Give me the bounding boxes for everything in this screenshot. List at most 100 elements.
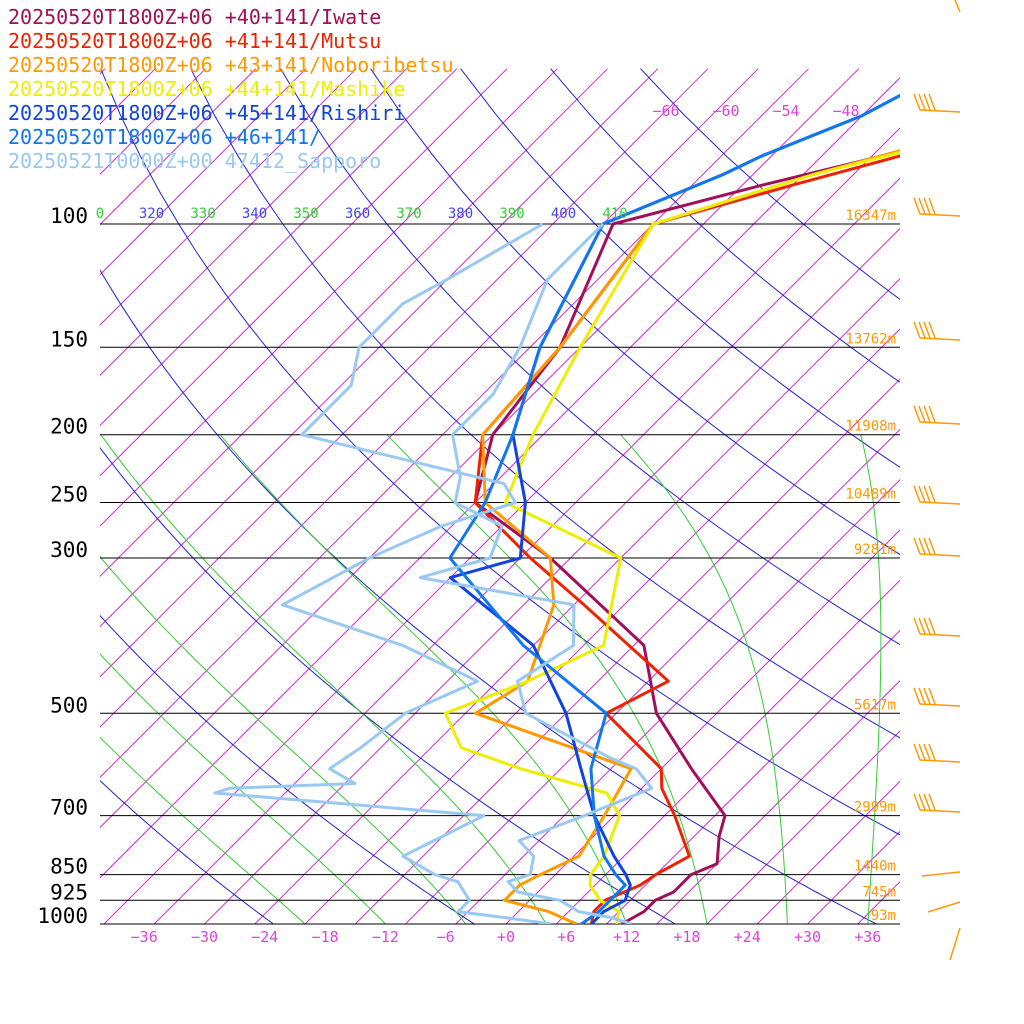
isotherm-grid	[100, 68, 1024, 924]
moist-adiabat-line	[620, 434, 788, 924]
theta-label: 330	[190, 206, 215, 222]
upper-temperature-label: −60	[712, 102, 739, 120]
temperature-tick-label: +24	[734, 928, 761, 946]
isotherm-line	[1009, 69, 1024, 924]
temperature-tick-label: +30	[794, 928, 821, 946]
wind-barb-icon	[913, 485, 961, 505]
pressure-label: 100	[50, 204, 88, 228]
pressure-label: 200	[50, 415, 88, 439]
wind-barb-icon	[913, 743, 961, 763]
isotherm-line	[100, 68, 206, 175]
wind-barb-icon	[921, 0, 961, 961]
wind-barb-icon	[913, 197, 961, 217]
temperature-tick-label: −12	[372, 928, 399, 946]
pressure-label: 300	[50, 538, 88, 562]
isotherm-line	[354, 378, 900, 924]
dry-adiabat-line	[100, 269, 878, 924]
isotherm-line	[100, 77, 900, 879]
moist-adiabat-line	[860, 434, 882, 924]
isotherm-line	[100, 68, 809, 778]
isotherm-line	[706, 730, 900, 924]
theta-label: 350	[293, 206, 318, 222]
isotherm-line	[405, 428, 900, 924]
height-label: 745m	[862, 884, 896, 900]
dry-adiabat-line	[100, 68, 900, 836]
upper-temperature-label: −48	[832, 102, 859, 120]
theta-label: 360	[345, 206, 370, 222]
isotherm-line	[100, 68, 407, 376]
theta-label: 410	[602, 206, 627, 222]
upper-temperature-label: −54	[772, 102, 799, 120]
sounding-traces	[213, 93, 900, 924]
height-label: 5617m	[854, 697, 896, 713]
height-label: 13762m	[845, 331, 896, 347]
temperature-tick-label: −18	[312, 928, 339, 946]
wind-barb-icon	[913, 687, 961, 707]
temperature-tick-label: +18	[673, 928, 700, 946]
isotherm-line	[455, 479, 900, 924]
isotherm-line	[100, 68, 608, 577]
isotherm-line	[656, 680, 900, 924]
wind-barb-icon	[913, 793, 961, 813]
moist-adiabat-line	[386, 434, 708, 924]
isotherm-line	[505, 529, 900, 924]
isotherm-line	[100, 68, 759, 728]
temperature-trace	[448, 93, 900, 924]
temperature-tick-label: +36	[854, 928, 881, 946]
isotherm-line	[254, 278, 900, 924]
pressure-label: 250	[50, 483, 88, 507]
legend-entry: 20250520T1800Z+06 +41+141/Mutsu	[8, 29, 381, 53]
temperature-tick-label: −30	[191, 928, 218, 946]
dry-adiabat-line	[280, 68, 900, 646]
wind-barb-icon	[913, 537, 961, 557]
pressure-label: 150	[50, 327, 88, 351]
moist-adiabat-line	[100, 555, 467, 924]
isotherm-line	[304, 328, 900, 924]
temperature-tick-label: +12	[613, 928, 640, 946]
legend-entry: 20250520T1800Z+06 +43+141/Noboribetsu	[8, 53, 454, 77]
temperature-tick-label: −6	[437, 928, 455, 946]
wind-barb-icon	[913, 405, 961, 425]
dry-adiabat-line	[190, 68, 900, 739]
isotherm-line	[606, 629, 900, 924]
legend: 20250520T1800Z+06 +40+141/Iwate20250520T…	[8, 5, 454, 173]
theta-label: 340	[242, 206, 267, 222]
height-label: 11908m	[845, 419, 896, 435]
moist-adiabat-line	[219, 434, 628, 924]
height-label: 93m	[871, 908, 896, 924]
pressure-label: 500	[50, 693, 88, 717]
dewpoint-trace	[213, 222, 552, 924]
height-label: 10489m	[845, 487, 896, 503]
height-label: 16347m	[845, 208, 896, 224]
temperature-tick-label: −36	[131, 928, 158, 946]
moist-adiabat-grid	[100, 434, 882, 924]
temperature-trace	[443, 150, 900, 924]
moist-adiabat-line	[100, 736, 306, 924]
wind-barb-icon	[913, 93, 961, 113]
theta-label: 0	[96, 206, 104, 222]
isotherm-line	[756, 780, 900, 924]
height-label: 9281m	[854, 542, 896, 558]
theta-label: 390	[499, 206, 524, 222]
pressure-label: 1000	[37, 904, 88, 928]
legend-entry: 20250520T1800Z+06 +46+141/	[8, 125, 321, 149]
moist-adiabat-line	[100, 653, 387, 924]
isobar-grid	[100, 223, 900, 925]
dry-adiabat-line	[100, 446, 677, 924]
dry-adiabat-line	[370, 68, 900, 556]
isotherm-line	[100, 68, 508, 477]
height-label: 1440m	[854, 859, 896, 875]
wind-barb-icon	[913, 321, 961, 341]
height-label: 2999m	[854, 800, 896, 816]
isotherm-line	[100, 68, 558, 527]
isotherm-line	[100, 68, 709, 678]
isotherm-line	[100, 68, 860, 829]
dry-adiabat-line	[100, 614, 476, 924]
legend-entry: 20250520T1800Z+06 +44+141/Mashike	[8, 77, 405, 101]
upper-temperature-label: −66	[652, 102, 679, 120]
theta-label: 380	[448, 206, 473, 222]
isotherm-line	[153, 177, 900, 924]
isotherm-line	[807, 830, 900, 924]
